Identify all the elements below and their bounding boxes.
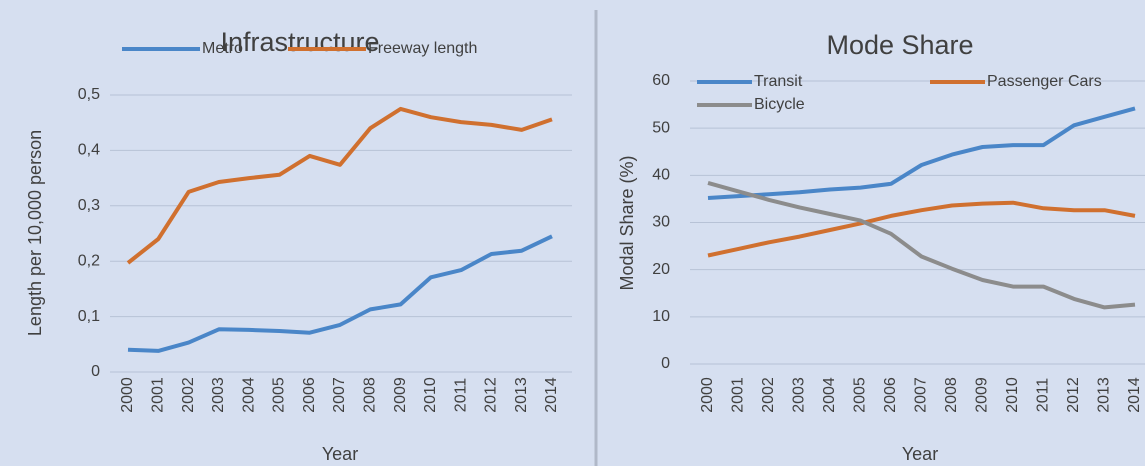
x-tick-label: 2011: [1035, 378, 1052, 413]
x-axis-label: Year: [902, 444, 938, 464]
x-tick-label: 2005: [271, 377, 288, 413]
x-tick-label: 2014: [1126, 377, 1143, 413]
x-tick-label: 2013: [1096, 377, 1113, 413]
series-line: [126, 106, 553, 265]
chart-title: Infrastructure: [220, 27, 379, 57]
y-tick-label: 0,5: [78, 86, 100, 103]
x-tick-label: 2000: [699, 377, 716, 413]
x-tick-label: 2001: [730, 377, 747, 413]
x-axis-label: Year: [322, 444, 358, 464]
y-tick-label: 0,1: [78, 308, 100, 325]
y-tick-label: 0,4: [78, 142, 100, 159]
legend-label: Metro: [202, 40, 243, 57]
y-tick-label: 0: [661, 355, 670, 372]
x-tick-label: 2007: [331, 377, 348, 413]
y-tick-label: 30: [652, 214, 670, 231]
x-tick-label: 2004: [240, 377, 257, 413]
x-tick-label: 2001: [150, 377, 167, 413]
x-tick-label: 2012: [1065, 377, 1082, 413]
x-tick-label: 2009: [974, 377, 991, 413]
x-tick-label: 2003: [791, 377, 808, 413]
legend-label: Bicycle: [754, 96, 805, 113]
x-tick-label: 2014: [543, 377, 560, 413]
x-tick-label: 2006: [301, 377, 318, 413]
x-tick-label: 2013: [513, 377, 530, 413]
x-tick-label: 2002: [760, 377, 777, 413]
y-axis-label: Modal Share (%): [617, 155, 637, 290]
x-tick-label: 2010: [1004, 377, 1021, 413]
x-tick-label: 2003: [210, 377, 227, 413]
y-tick-label: 20: [652, 261, 670, 278]
x-tick-label: 2006: [882, 377, 899, 413]
x-tick-label: 2009: [392, 377, 409, 413]
y-tick-label: 0,2: [78, 252, 100, 269]
series-line: [707, 200, 1136, 258]
y-tick-label: 10: [652, 308, 670, 325]
y-tick-label: 0,3: [78, 197, 100, 214]
series-line: [707, 106, 1136, 200]
x-tick-label: 2002: [180, 377, 197, 413]
legend-label: Passenger Cars: [987, 73, 1102, 90]
x-tick-label: 2004: [821, 377, 838, 413]
x-tick-label: 2008: [362, 377, 379, 413]
y-tick-label: 60: [652, 72, 670, 89]
x-tick-label: 2011: [452, 378, 469, 413]
y-axis-label: Length per 10,000 person: [25, 130, 45, 336]
x-tick-label: 2008: [943, 377, 960, 413]
legend-label: Transit: [754, 73, 803, 90]
chart-title: Mode Share: [826, 30, 973, 60]
legend-label: Freeway length: [368, 40, 477, 57]
x-tick-label: 2010: [422, 377, 439, 413]
x-tick-label: 2012: [483, 377, 500, 413]
x-tick-label: 2005: [852, 377, 869, 413]
series-line: [707, 180, 1136, 310]
y-tick-label: 0: [91, 363, 100, 380]
x-tick-label: 2000: [119, 377, 136, 413]
y-tick-label: 50: [652, 119, 670, 136]
x-tick-label: 2007: [913, 377, 930, 413]
y-tick-label: 40: [652, 167, 670, 184]
series-line: [127, 234, 553, 353]
